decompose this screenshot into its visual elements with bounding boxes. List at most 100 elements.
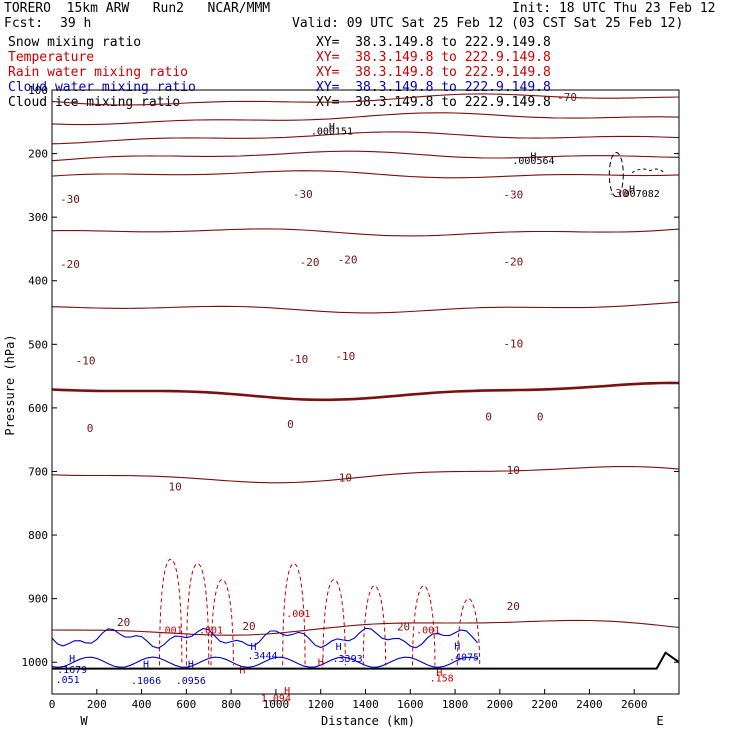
temperature-contours	[51, 93, 680, 636]
temperature-label: 0	[537, 411, 544, 424]
field-xy: XY= 38.3.149.8 to 222.9.149.8	[316, 35, 551, 50]
isotherm-line	[51, 619, 680, 636]
extrema-label: .4075	[449, 652, 479, 663]
temperature-label: -10	[503, 337, 523, 350]
temperature-label: 20	[117, 616, 130, 629]
extrema-label: H	[69, 654, 75, 665]
extrema-label: .001	[416, 626, 440, 637]
header-fcst-value: 39 h	[60, 16, 92, 31]
header-model: TORERO 15km ARW Run2 NCAR/MMM	[4, 1, 271, 16]
y-axis-label: Pressure (hPa)	[3, 334, 17, 435]
rain-water-plume	[362, 585, 387, 666]
cloud-ice-contours	[608, 152, 665, 198]
cloud-ice-oval	[608, 152, 624, 198]
extrema-label: .001	[286, 609, 310, 620]
field-name: Rain water mixing ratio	[8, 65, 189, 80]
extrema-label: .0956	[176, 676, 206, 687]
isotherm-line	[51, 93, 680, 106]
field-name: Cloud water mixing ratio	[8, 80, 196, 95]
y-tick-label: 300	[28, 211, 48, 224]
temperature-label: -20	[338, 254, 358, 267]
y-tick-label: 600	[28, 402, 48, 415]
temperature-label: 10	[169, 481, 182, 494]
field-name: Temperature	[8, 50, 95, 65]
field-xy: XY= 38.3.149.8 to 222.9.149.8	[316, 65, 551, 80]
y-tick-label: 900	[28, 593, 48, 606]
x-tick-label: 400	[132, 698, 152, 711]
x-tick-label: 200	[87, 698, 107, 711]
x-tick-label: 2600	[621, 698, 648, 711]
extrema-label: .051	[56, 675, 80, 686]
x-tick-label: 1000	[263, 698, 290, 711]
extrema-label: .1066	[131, 676, 161, 687]
cloud-ice-contour	[631, 168, 665, 174]
x-tick-label: 0	[49, 698, 56, 711]
y-tick-label: 800	[28, 529, 48, 542]
temperature-label: -30	[60, 193, 80, 206]
temperature-label: -70	[557, 91, 577, 104]
isotherm-line	[51, 228, 680, 237]
x-tick-label: 2000	[487, 698, 514, 711]
y-tick-label: 400	[28, 275, 48, 288]
rain-water-plume	[210, 579, 234, 666]
extrema-label: 1.094	[261, 694, 291, 705]
rain-water-contours	[158, 558, 481, 666]
isotherm-line	[51, 381, 680, 402]
extrema-label: H	[329, 122, 335, 133]
isotherm-line	[51, 301, 680, 314]
temperature-label: -30	[503, 189, 523, 202]
rain-water-plume	[456, 598, 481, 666]
header-init: Init: 18 UTC Thu 23 Feb 12	[512, 1, 716, 16]
contour-labels: -70 -30 -30 -30 -30 -20 -20 -20 -20 -10 -10 -10 -10 0…	[52, 91, 680, 705]
x-tick-label: 800	[221, 698, 241, 711]
extrema-label: H	[530, 151, 536, 162]
extrema-label: H	[239, 666, 245, 677]
isotherm-line	[51, 112, 680, 126]
surface-line	[52, 651, 680, 670]
extrema-label: H	[251, 642, 257, 653]
x-tick-label: 2200	[531, 698, 558, 711]
temperature-label: 10	[339, 472, 352, 485]
extrema-label: H	[454, 641, 460, 652]
y-tick-label: 500	[28, 338, 48, 351]
x-axis-label: Distance (km)	[321, 714, 415, 728]
x-tick-label: 1600	[397, 698, 424, 711]
y-tick-label: 200	[28, 148, 48, 161]
field-xy: XY= 38.3.149.8 to 222.9.149.8	[316, 50, 551, 65]
temperature-label: -20	[503, 255, 523, 268]
extrema-label: .000564	[512, 156, 554, 167]
extrema-label: .001	[199, 626, 223, 637]
x-axis-east-label: E	[656, 714, 663, 728]
temperature-label: 0	[287, 418, 294, 431]
rain-water-plume	[322, 579, 346, 666]
temperature-label: 10	[507, 464, 520, 477]
temperature-label: -10	[76, 355, 96, 368]
temperature-label: -20	[300, 256, 320, 269]
extrema-label: .1679	[57, 665, 87, 676]
extrema-label: .3444	[247, 651, 277, 662]
extrema-label: .007082	[618, 189, 660, 200]
extrema-label: .000151	[311, 127, 353, 138]
rain-water-plume	[185, 563, 210, 666]
extrema-label: H	[143, 659, 149, 670]
temperature-label: 20	[507, 600, 520, 613]
field-name: Snow mixing ratio	[8, 35, 142, 50]
isotherm-line	[51, 170, 680, 179]
field-xy: XY= 38.3.149.8 to 222.9.149.8	[316, 95, 551, 110]
temperature-label: 0	[87, 422, 94, 435]
extrema-label: H	[318, 657, 324, 668]
cloud-water-contours	[51, 627, 478, 668]
cloud-water-contour	[51, 656, 478, 668]
y-tick-label: 100	[28, 84, 48, 97]
extrema-label: H	[629, 184, 635, 195]
x-tick-label: 1200	[307, 698, 334, 711]
y-tick-label: 1000	[22, 656, 49, 669]
temperature-label: -10	[288, 353, 308, 366]
extrema-label: H	[284, 686, 290, 697]
temperature-label: -30	[293, 188, 313, 201]
temperature-label: 20	[397, 620, 410, 633]
rain-water-plume	[158, 558, 183, 666]
x-tick-label: 2400	[576, 698, 603, 711]
